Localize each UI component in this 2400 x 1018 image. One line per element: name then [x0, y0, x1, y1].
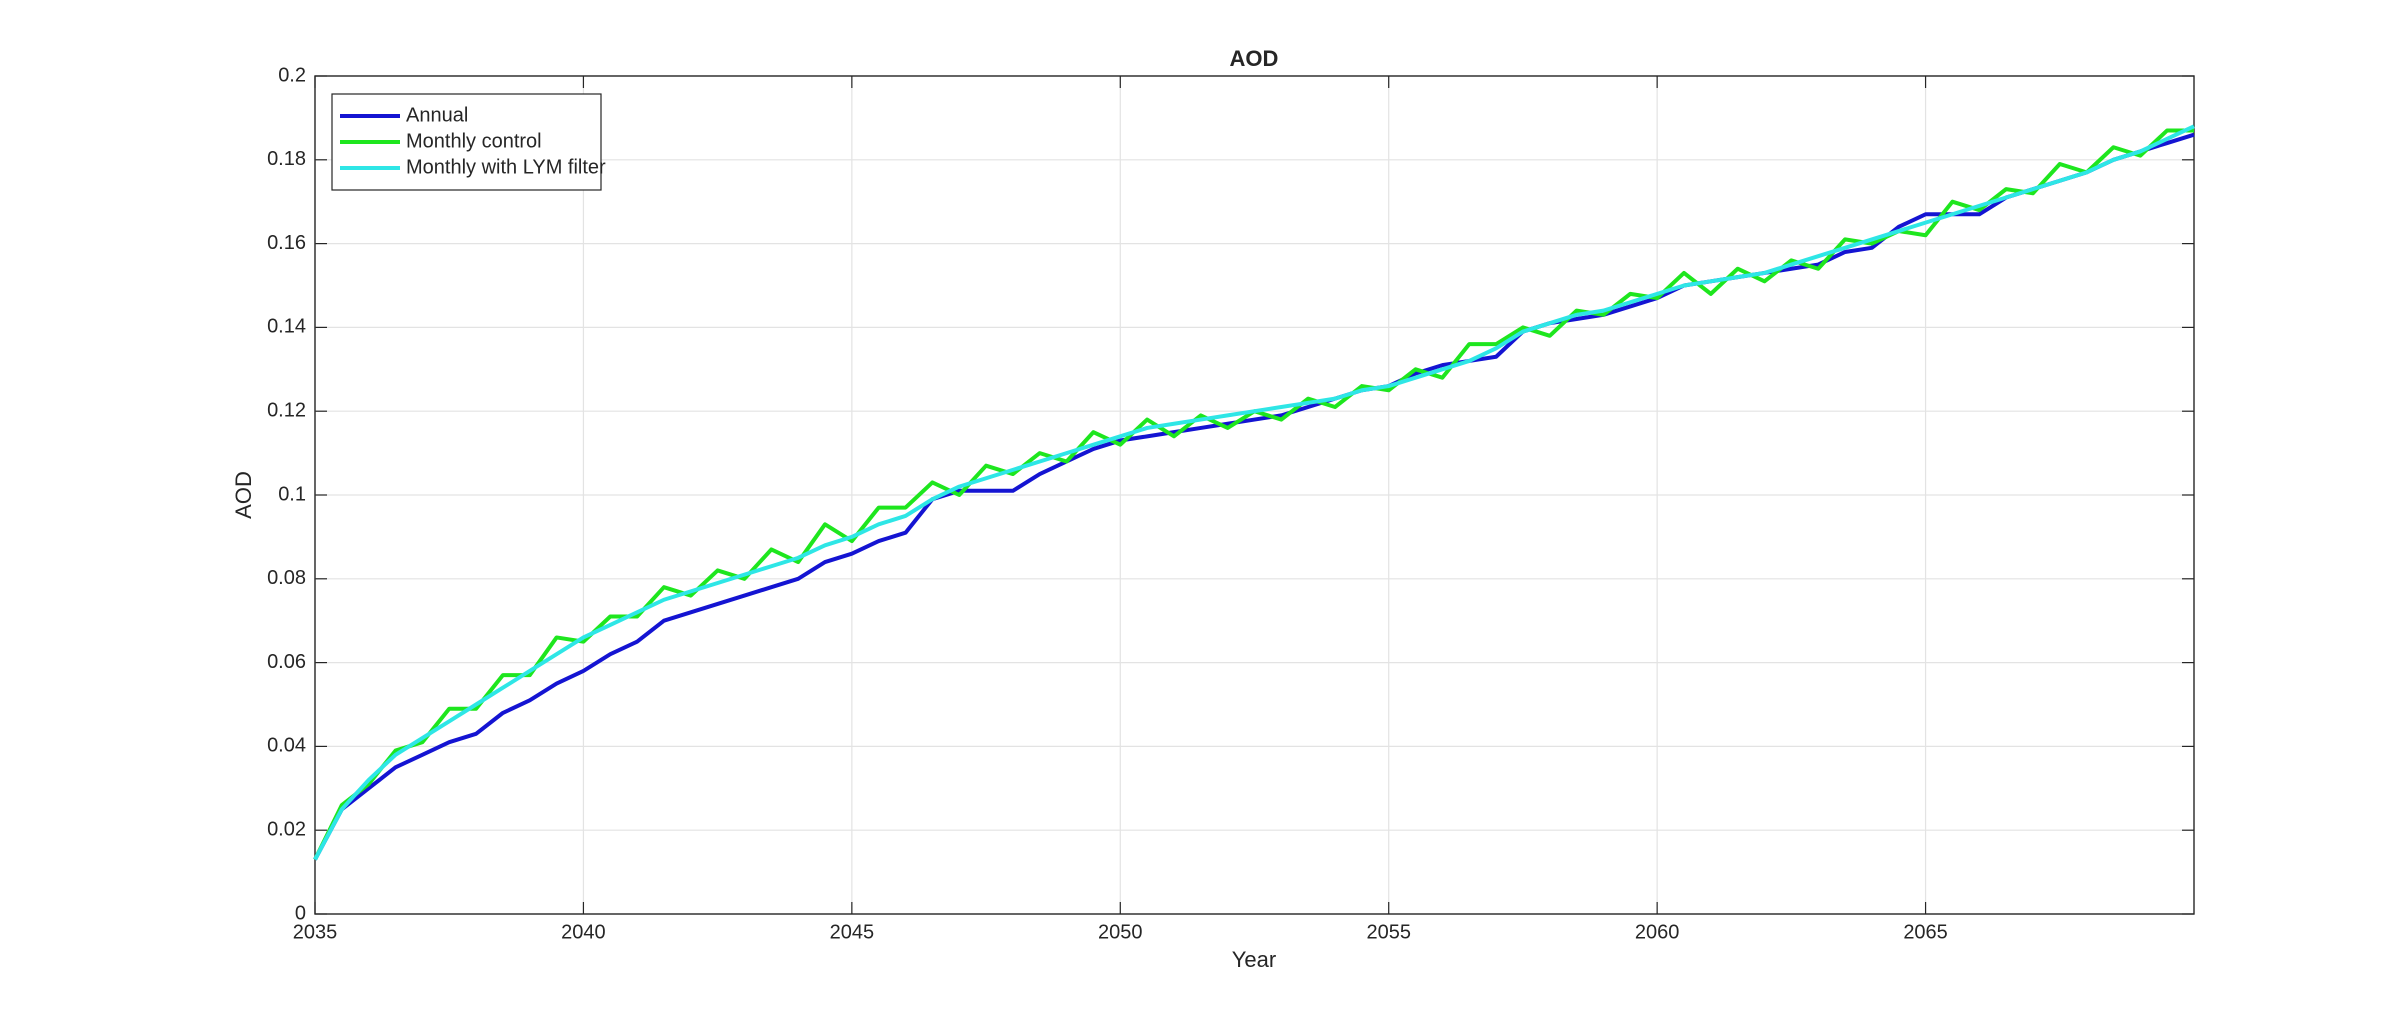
y-tick-label: 0.14 [267, 316, 306, 338]
y-axis-label: AOD [231, 471, 256, 519]
x-tick-label: 2050 [1098, 921, 1143, 943]
y-tick-label: 0.02 [267, 818, 306, 840]
y-tick-label: 0.18 [267, 148, 306, 170]
y-tick-label: 0.08 [267, 567, 306, 589]
x-tick-label: 2055 [1366, 921, 1411, 943]
y-tick-label: 0.16 [267, 232, 306, 254]
x-axis-label: Year [1232, 947, 1276, 972]
y-tick-label: 0.2 [278, 64, 306, 86]
legend: Annual Monthly control Monthly with LYM fi… [331, 93, 606, 191]
legend-label: Monthly control [406, 130, 542, 152]
x-tick-label: 2060 [1635, 921, 1680, 943]
x-tick-label: 2045 [830, 921, 875, 943]
y-tick-label: 0.06 [267, 651, 306, 673]
x-tick-label: 2035 [293, 921, 338, 943]
x-tick-label: 2065 [1903, 921, 1948, 943]
legend-label: Annual [406, 104, 468, 126]
y-tick-label: 0.12 [267, 399, 306, 421]
series-line [313, 124, 2195, 861]
y-tick-label: 0 [295, 902, 306, 924]
chart-title: AOD [1230, 46, 1279, 71]
y-tick-label: 0.04 [267, 735, 306, 757]
y-tick-label: 0.1 [278, 483, 306, 505]
plot-frame [314, 75, 2195, 915]
legend-label: Monthly with LYM filter [406, 156, 606, 178]
x-tick-label: 2040 [561, 921, 606, 943]
